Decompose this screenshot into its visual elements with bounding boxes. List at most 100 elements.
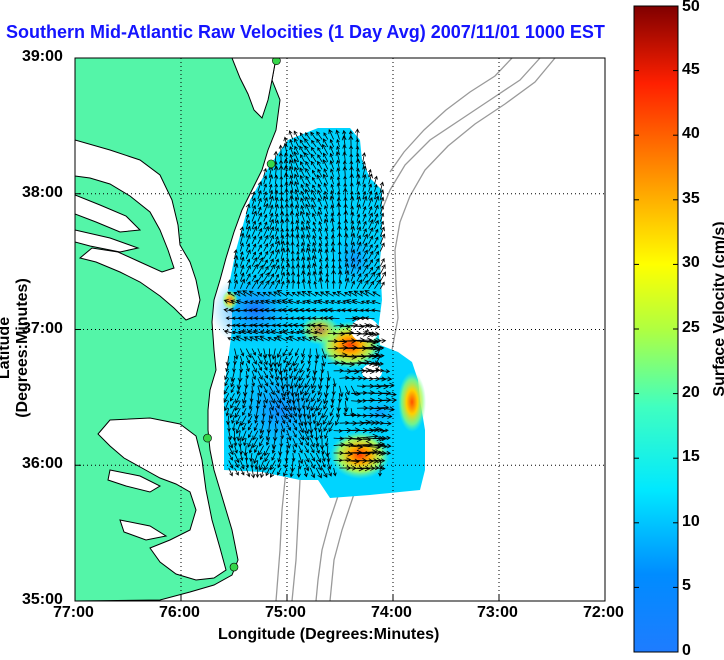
velocity-vector — [262, 292, 270, 297]
velocity-vector — [295, 300, 305, 305]
velocity-vector — [311, 378, 317, 389]
velocity-vector — [259, 430, 265, 440]
velocity-vector — [337, 393, 342, 403]
velocity-vector — [350, 225, 355, 237]
velocity-vector — [380, 382, 395, 389]
velocity-vector — [299, 307, 311, 313]
velocity-vector — [311, 393, 317, 403]
velocity-vector — [265, 430, 271, 441]
velocity-vector — [345, 458, 360, 465]
velocity-vector — [245, 249, 251, 260]
velocity-vector — [339, 330, 355, 336]
velocity-vector — [304, 460, 310, 472]
velocity-vector — [280, 240, 285, 252]
velocity-vector — [257, 180, 263, 192]
velocity-vector — [368, 235, 374, 245]
velocity-vector — [326, 452, 331, 463]
velocity-vector — [349, 182, 354, 192]
colorbar-tick-label: 35 — [682, 189, 700, 207]
velocity-vector — [371, 300, 381, 305]
velocity-vector — [322, 307, 334, 313]
velocity-vector — [300, 197, 305, 207]
velocity-vector — [324, 248, 329, 259]
velocity-vector — [306, 264, 311, 274]
velocity-vector — [239, 226, 245, 237]
velocity-vector — [312, 169, 317, 177]
velocity-vector — [336, 138, 340, 148]
velocity-vector — [341, 135, 347, 147]
velocity-vector — [239, 251, 244, 260]
velocity-vector — [279, 211, 285, 222]
velocity-vector — [362, 390, 376, 396]
colorbar-tick-label: 50 — [682, 0, 700, 15]
velocity-vector — [324, 438, 329, 447]
velocity-vector — [269, 234, 274, 245]
velocity-vector — [309, 467, 316, 479]
velocity-vector — [298, 430, 305, 441]
velocity-vector — [234, 467, 239, 476]
velocity-vector — [362, 249, 368, 260]
velocity-vector — [251, 279, 259, 289]
velocity-vector — [292, 408, 298, 418]
velocity-vector — [280, 400, 287, 411]
velocity-vector — [324, 190, 329, 200]
velocity-vector — [317, 160, 323, 170]
velocity-vector — [300, 153, 305, 163]
velocity-vector — [305, 175, 311, 185]
velocity-vector — [296, 243, 300, 252]
velocity-vector — [280, 423, 286, 433]
velocity-vector — [268, 415, 272, 425]
velocity-vector — [303, 415, 308, 426]
velocity-vector — [256, 292, 264, 297]
velocity-vector — [315, 452, 322, 463]
x-axis-label: Longitude (Degrees:Minutes) — [218, 626, 440, 643]
velocity-vector — [223, 400, 230, 412]
velocity-vector — [232, 363, 236, 373]
velocity-vector — [271, 452, 276, 461]
velocity-vector — [269, 393, 275, 404]
grid — [75, 58, 605, 601]
velocity-vector — [257, 235, 263, 245]
velocity-vector — [305, 225, 311, 237]
velocity-vector — [290, 220, 295, 230]
colorbar-label: Surface Velocity (cm/s) — [711, 221, 724, 397]
velocity-vector — [325, 445, 330, 458]
velocity-vector — [349, 144, 354, 155]
velocity-vector — [359, 290, 369, 297]
velocity-vector — [269, 273, 275, 282]
velocity-vector — [257, 370, 263, 380]
velocity-vector — [330, 247, 336, 259]
velocity-vector — [327, 460, 332, 470]
velocity-vector — [324, 205, 329, 215]
velocity-vector — [301, 393, 305, 402]
velocity-vector — [300, 220, 305, 230]
velocity-vector — [351, 441, 373, 448]
velocity-vector — [320, 363, 325, 374]
velocity-vector — [339, 451, 354, 457]
velocity-vector — [296, 393, 301, 403]
velocity-vector — [251, 370, 257, 381]
velocity-vector — [292, 437, 298, 448]
velocity-vector — [257, 227, 263, 237]
velocity-vector — [380, 413, 393, 419]
velocity-vector — [310, 400, 317, 412]
velocity-vector — [312, 415, 317, 425]
velocity-vector — [317, 183, 323, 192]
velocity-vector — [245, 219, 251, 230]
velocity-vector — [271, 445, 276, 454]
velocity-vector — [318, 235, 323, 245]
velocity-vector — [312, 184, 317, 192]
velocity-vector — [323, 182, 329, 192]
velocity-vector — [231, 323, 241, 328]
velocity-vector — [251, 348, 256, 356]
velocity-vector — [269, 460, 276, 471]
velocity-vector — [379, 181, 385, 192]
velocity-vector — [328, 315, 340, 321]
velocity-vector — [356, 234, 362, 245]
velocity-vector — [293, 355, 300, 367]
velocity-vector — [230, 378, 235, 388]
velocity-vector — [344, 385, 350, 396]
velocity-vector — [288, 363, 294, 372]
velocity-vector — [344, 292, 352, 297]
velocity-vector — [299, 210, 305, 222]
